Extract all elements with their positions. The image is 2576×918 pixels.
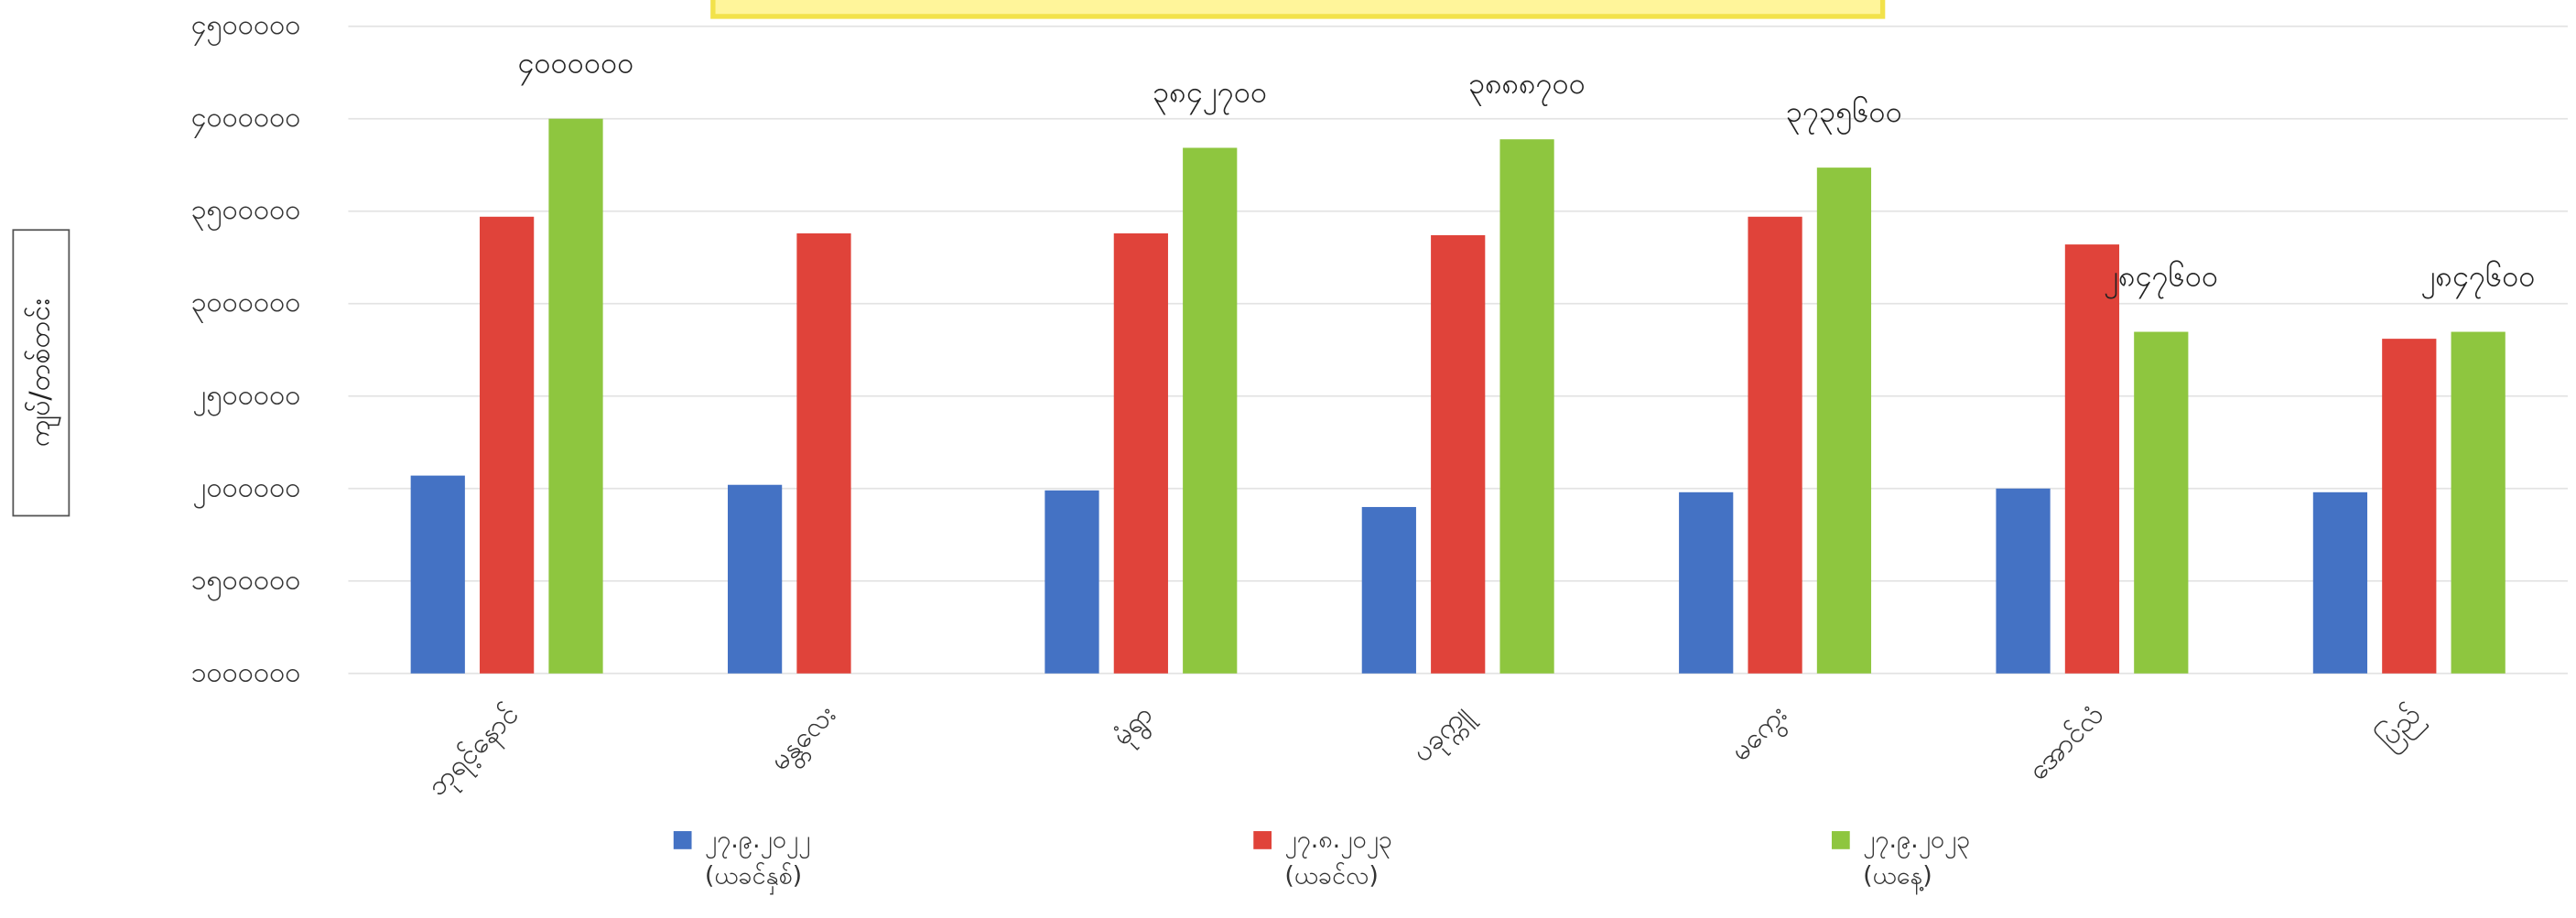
y-tick-label: ၁၀၀၀၀၀၀ bbox=[190, 656, 300, 688]
legend-swatch bbox=[673, 831, 692, 849]
data-label: ၄၀၀၀၀၀၀ bbox=[517, 45, 633, 86]
data-label: ၂၈၄၇၆၀၀ bbox=[2104, 258, 2218, 299]
y-tick-label: ၃၀၀၀၀၀၀ bbox=[190, 286, 300, 324]
data-label: ၃၈၄၂၇၀၀ bbox=[1153, 74, 1267, 115]
x-tick-label: ဘုရင့်နောင် bbox=[421, 698, 529, 806]
bar bbox=[2382, 339, 2437, 674]
legend-swatch bbox=[1253, 831, 1272, 849]
y-tick-label: ၄၀၀၀၀၀၀ bbox=[190, 102, 300, 139]
bar bbox=[1361, 506, 1416, 674]
bar bbox=[2451, 331, 2506, 674]
y-tick-label: ၁၅၀၀၀၀၀ bbox=[190, 564, 300, 601]
y-tick-label: ၂၀၀၀၀၀၀ bbox=[192, 471, 300, 509]
data-label: ၃၈၈၈၇၀၀ bbox=[1468, 66, 1586, 107]
y-axis-label: ကျပ်/တစ်တင်း bbox=[23, 298, 61, 448]
bar bbox=[2134, 331, 2189, 674]
bar bbox=[480, 216, 535, 674]
y-tick-label: ၂၅၀၀၀၀၀ bbox=[192, 379, 300, 416]
x-tick-label: ပခုက္ကူ bbox=[1406, 697, 1481, 772]
title-box bbox=[710, 0, 1886, 19]
legend-label: ၂၇.၉.၂၀၂၂ (ယခင်နှစ်) bbox=[704, 824, 811, 891]
legend-item: ၂၇.၈.၂၀၂၃ (ယခင်လ) bbox=[1253, 821, 1392, 893]
legend-item: ၂၇.၉.၂၀၂၂ (ယခင်နှစ်) bbox=[673, 821, 811, 893]
bar bbox=[728, 484, 783, 674]
legend-item: ၂၇.၉.၂၀၂၃ (ယနေ့) bbox=[1831, 821, 1971, 893]
legend-swatch bbox=[1831, 831, 1850, 849]
bar bbox=[2312, 491, 2368, 674]
x-tick-label: မန္တလေး bbox=[763, 698, 846, 781]
bar bbox=[1431, 234, 1486, 674]
y-tick-label: ၃၅၀၀၀၀၀ bbox=[190, 194, 300, 232]
bar bbox=[1816, 167, 1872, 674]
bar bbox=[1499, 139, 1554, 674]
bar bbox=[1679, 491, 1734, 674]
data-label: ၃၇၃၅၆၀၀ bbox=[1786, 94, 1902, 135]
bar bbox=[1996, 488, 2051, 674]
bar bbox=[548, 118, 603, 674]
x-tick-label: ပြည် bbox=[2370, 697, 2431, 759]
legend-label: ၂၇.၉.၂၀၂၃ (ယနေ့) bbox=[1863, 824, 1971, 891]
x-tick-label: မုံရွာ bbox=[1106, 698, 1164, 756]
bar bbox=[1183, 147, 1238, 674]
bar bbox=[410, 475, 465, 674]
bar bbox=[1113, 232, 1168, 674]
bar bbox=[1748, 216, 1802, 674]
x-tick-label: မကွေး bbox=[1725, 698, 1798, 772]
bar bbox=[1044, 490, 1099, 674]
y-tick-label: ၄၅၀၀၀၀၀ bbox=[190, 9, 300, 47]
y-label-box bbox=[12, 229, 70, 517]
legend-label: ၂၇.၈.၂၀၂၃ (ယခင်လ) bbox=[1284, 824, 1392, 891]
x-tick-label: အောင်လံ bbox=[2022, 698, 2110, 786]
data-label: ၂၈၄၇၆၀၀ bbox=[2421, 258, 2536, 299]
bar bbox=[2064, 244, 2120, 674]
bar bbox=[796, 232, 851, 674]
